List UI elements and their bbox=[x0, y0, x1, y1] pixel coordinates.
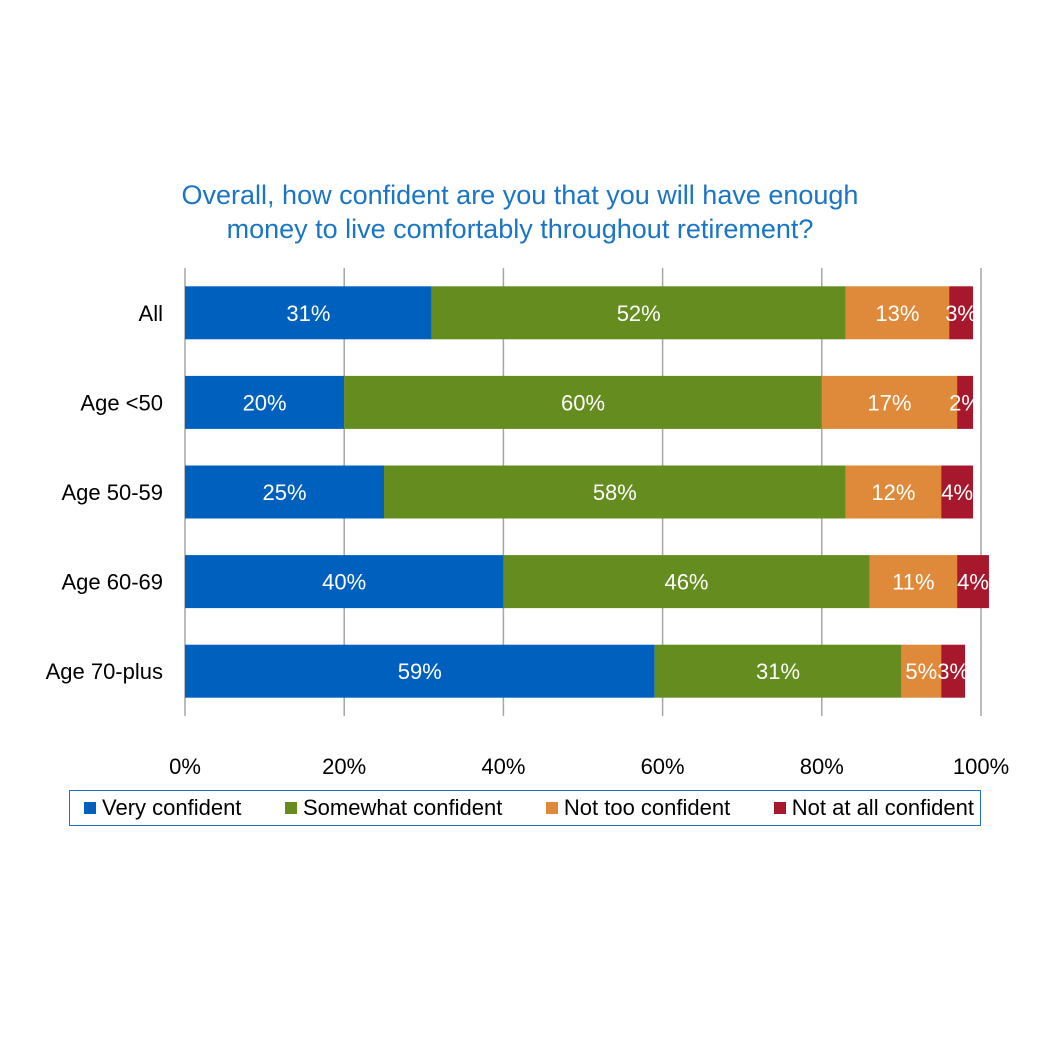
bar-segment bbox=[845, 286, 950, 340]
bar-segment bbox=[654, 644, 902, 698]
legend-swatch-very-confident bbox=[84, 802, 96, 814]
bar-value-label: 59% bbox=[398, 659, 442, 684]
bar-segment bbox=[344, 375, 822, 429]
x-tick-label: 40% bbox=[481, 754, 525, 779]
bar-segment bbox=[941, 465, 974, 519]
bar-value-label: 3% bbox=[937, 659, 969, 684]
bar-segment bbox=[949, 286, 974, 340]
x-tick-label: 0% bbox=[169, 754, 201, 779]
legend-swatch-not-at-all-confident bbox=[773, 802, 786, 814]
legend-swatch-not-too-confident bbox=[545, 802, 558, 814]
bar-segment bbox=[845, 465, 942, 519]
bar-segment bbox=[957, 375, 974, 429]
chart-title-line-2: money to live comfortably throughout ret… bbox=[226, 214, 814, 244]
chart-title: Overall, how confident are you that you … bbox=[0, 178, 1040, 246]
bar-value-label: 52% bbox=[617, 301, 661, 326]
bar-value-label: 60% bbox=[561, 390, 605, 415]
bar-value-label: 31% bbox=[286, 301, 330, 326]
bar-segment bbox=[957, 555, 989, 609]
chart-title-line-1: Overall, how confident are you that you … bbox=[181, 180, 859, 210]
bar-segment bbox=[901, 644, 942, 698]
bar-segment bbox=[821, 375, 958, 429]
bar-value-label: 2% bbox=[949, 390, 981, 415]
legend-label-not-at-all-confident: Not at all confident bbox=[791, 795, 974, 820]
x-tick-label: 60% bbox=[641, 754, 685, 779]
bar-value-label: 11% bbox=[892, 570, 934, 595]
bar-value-label: 5% bbox=[905, 659, 937, 684]
category-label: Age 70-plus bbox=[46, 659, 163, 684]
category-label: Age 60-69 bbox=[61, 570, 163, 595]
bar-value-label: 58% bbox=[593, 480, 637, 505]
bar-segment bbox=[384, 465, 846, 519]
legend-item-somewhat-confident: Somewhat confident bbox=[284, 795, 503, 821]
bar-value-label: 25% bbox=[262, 480, 306, 505]
bar-segment bbox=[185, 644, 655, 698]
x-tick-label: 100% bbox=[953, 754, 1009, 779]
bar-segment bbox=[431, 286, 846, 340]
bar-value-label: 20% bbox=[243, 390, 287, 415]
category-label: Age <50 bbox=[80, 390, 163, 415]
bar-segment bbox=[185, 375, 345, 429]
x-tick-label: 20% bbox=[322, 754, 366, 779]
bar-value-label: 46% bbox=[664, 570, 708, 595]
bar-value-label: 4% bbox=[941, 480, 973, 505]
bar-segment bbox=[869, 555, 958, 609]
legend-item-not-too-confident: Not too confident bbox=[545, 795, 731, 821]
bar-value-label: 40% bbox=[322, 570, 366, 595]
bar-segment bbox=[941, 644, 966, 698]
bar-value-label: 17% bbox=[867, 390, 911, 415]
category-label: All bbox=[139, 301, 163, 326]
bar-value-label: 4% bbox=[957, 570, 989, 595]
legend-label-not-too-confident: Not too confident bbox=[563, 795, 731, 820]
legend-item-very-confident: Very confident bbox=[84, 795, 241, 821]
legend-label-somewhat-confident: Somewhat confident bbox=[302, 795, 503, 820]
x-tick-label: 80% bbox=[800, 754, 844, 779]
legend-swatch-somewhat-confident bbox=[284, 802, 297, 814]
bar-value-label: 12% bbox=[871, 480, 915, 505]
chart-legend: Very confident Somewhat confident Not to… bbox=[69, 790, 981, 826]
bar-segment bbox=[185, 465, 384, 519]
bar-value-label: 31% bbox=[756, 659, 800, 684]
bar-value-label: 13% bbox=[875, 301, 919, 326]
legend-label-very-confident: Very confident bbox=[102, 795, 242, 820]
bar-segment bbox=[185, 555, 504, 609]
legend-item-not-at-all-confident: Not at all confident bbox=[773, 795, 974, 821]
bar-segment bbox=[503, 555, 870, 609]
bar-segment bbox=[185, 286, 432, 340]
category-label: Age 50-59 bbox=[61, 480, 163, 505]
bar-value-label: 3% bbox=[945, 301, 977, 326]
